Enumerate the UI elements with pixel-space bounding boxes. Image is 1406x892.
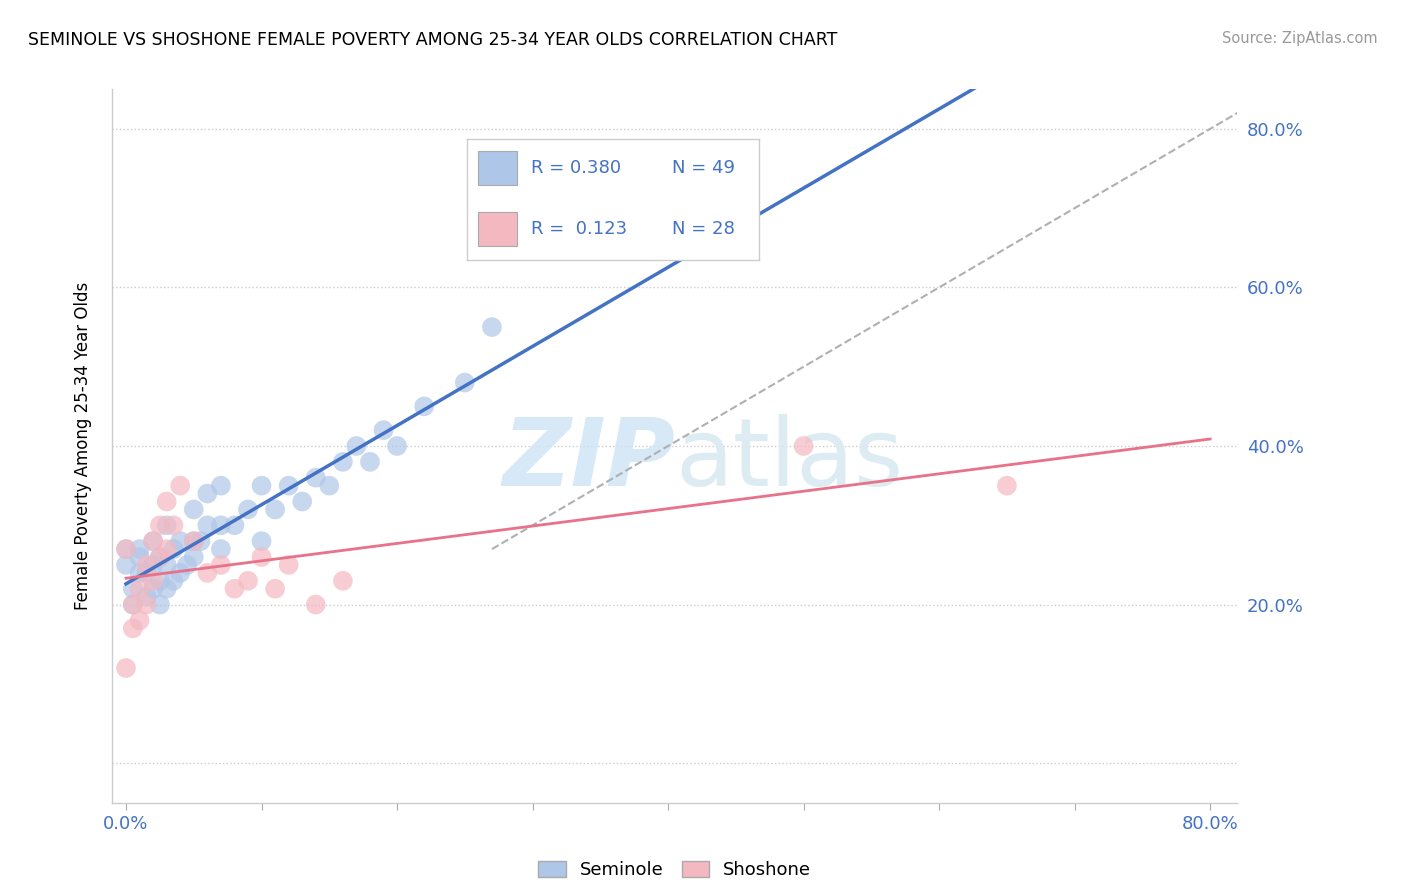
Point [183, 502, 205, 516]
Point [183, 534, 205, 549]
Point [162, 574, 184, 588]
Point [142, 582, 165, 596]
Point [344, 439, 367, 453]
Y-axis label: Female Poverty Among 25-34 Year Olds: Female Poverty Among 25-34 Year Olds [73, 282, 91, 610]
Point [128, 549, 150, 564]
Point [115, 661, 138, 675]
Point [135, 598, 157, 612]
Point [195, 486, 218, 500]
Point [183, 549, 205, 564]
Point [121, 598, 143, 612]
Point [156, 494, 179, 508]
Point [236, 574, 259, 588]
Point [135, 566, 157, 580]
Point [413, 400, 436, 414]
Point [332, 455, 354, 469]
Point [115, 542, 138, 557]
Point [128, 614, 150, 628]
Point [385, 439, 408, 453]
Point [224, 518, 246, 533]
Point [305, 598, 328, 612]
Point [162, 518, 184, 533]
Point [142, 558, 165, 572]
Point [149, 549, 172, 564]
Point [115, 558, 138, 572]
Point [115, 542, 138, 557]
Legend: Seminole, Shoshone: Seminole, Shoshone [531, 854, 818, 887]
Point [291, 494, 314, 508]
Point [277, 558, 299, 572]
Point [156, 582, 179, 596]
Text: Source: ZipAtlas.com: Source: ZipAtlas.com [1222, 31, 1378, 46]
Point [121, 598, 143, 612]
Point [121, 582, 143, 596]
Point [162, 542, 184, 557]
Point [373, 423, 395, 437]
Point [305, 471, 328, 485]
Point [995, 478, 1018, 492]
Point [149, 549, 172, 564]
Point [264, 502, 287, 516]
Point [183, 534, 205, 549]
Point [250, 534, 273, 549]
Point [209, 558, 232, 572]
Point [195, 518, 218, 533]
Point [142, 534, 165, 549]
Point [359, 455, 381, 469]
Point [149, 574, 172, 588]
Point [135, 590, 157, 604]
Point [156, 558, 179, 572]
Point [142, 534, 165, 549]
Point [236, 502, 259, 516]
Point [176, 558, 198, 572]
Point [250, 549, 273, 564]
Point [190, 534, 212, 549]
Text: atlas: atlas [675, 414, 903, 507]
Point [149, 598, 172, 612]
Point [195, 566, 218, 580]
Point [169, 534, 191, 549]
Point [264, 582, 287, 596]
Point [793, 439, 815, 453]
Point [277, 478, 299, 492]
Point [224, 582, 246, 596]
Point [149, 518, 172, 533]
Point [128, 542, 150, 557]
Point [332, 574, 354, 588]
Point [156, 518, 179, 533]
Point [318, 478, 340, 492]
Point [169, 478, 191, 492]
Point [209, 478, 232, 492]
Point [142, 574, 165, 588]
Point [481, 320, 503, 334]
Point [250, 478, 273, 492]
Point [156, 542, 179, 557]
Point [121, 621, 143, 635]
Point [135, 558, 157, 572]
Text: ZIP: ZIP [502, 414, 675, 507]
Point [128, 582, 150, 596]
Point [169, 566, 191, 580]
Point [209, 542, 232, 557]
Point [209, 518, 232, 533]
Point [128, 566, 150, 580]
Text: SEMINOLE VS SHOSHONE FEMALE POVERTY AMONG 25-34 YEAR OLDS CORRELATION CHART: SEMINOLE VS SHOSHONE FEMALE POVERTY AMON… [28, 31, 838, 49]
Point [454, 376, 477, 390]
